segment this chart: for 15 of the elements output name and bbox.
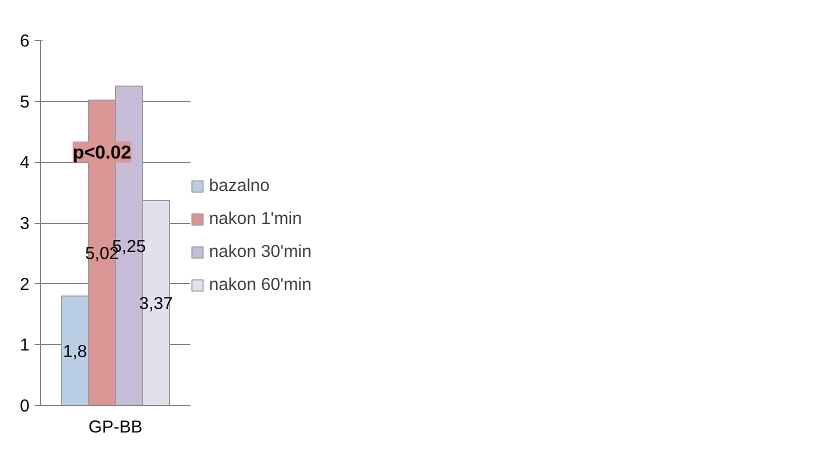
annotation: p<0.02 <box>72 142 132 163</box>
y-tick-label: 0 <box>20 396 30 416</box>
x-tick-label: GP-BB <box>88 416 142 436</box>
data-label: 3,37 <box>139 292 173 313</box>
y-tick-label: 4 <box>20 152 30 172</box>
y-tick-label: 6 <box>20 30 30 50</box>
legend-label: nakon 60'min <box>209 274 313 295</box>
legend-label: nakon 30'min <box>209 241 313 262</box>
y-tick-label: 3 <box>20 213 30 233</box>
y-tick-label: 1 <box>20 334 30 355</box>
y-tick-label: 5 <box>20 91 30 112</box>
data-label: 1,8 <box>62 340 88 361</box>
legend-label: bazalno <box>209 175 271 196</box>
y-tick-label: 2 <box>20 274 30 294</box>
legend-label: nakon 1'min <box>209 208 303 229</box>
